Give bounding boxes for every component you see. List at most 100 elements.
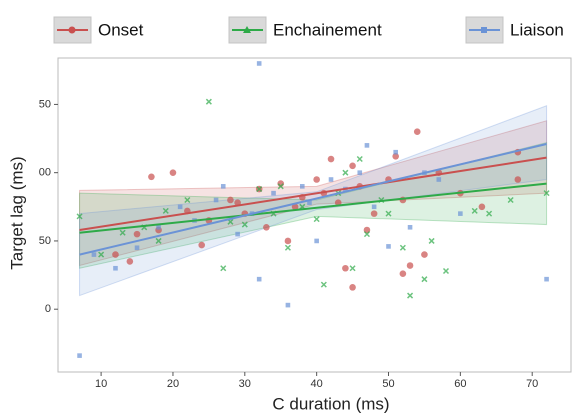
legend-label: Liaison [510, 20, 564, 39]
point [386, 244, 391, 249]
point [126, 258, 134, 265]
point [399, 270, 407, 278]
point [406, 262, 414, 269]
point [478, 203, 486, 211]
point [392, 152, 399, 160]
point [256, 61, 262, 66]
point [313, 176, 320, 183]
confidence-band [79, 105, 548, 297]
point [235, 231, 240, 237]
fit-line [79, 182, 547, 234]
x-tick-label: 20 [167, 378, 179, 390]
point [155, 237, 162, 244]
point [442, 267, 450, 275]
fit-line [79, 143, 547, 256]
point [184, 196, 191, 204]
point [148, 173, 155, 181]
point [134, 245, 140, 251]
point [220, 184, 226, 189]
point [349, 284, 356, 291]
point [76, 213, 83, 220]
point [421, 251, 428, 258]
point [356, 155, 363, 163]
legend-label: Onset [98, 20, 144, 39]
point [205, 98, 212, 105]
point [342, 264, 349, 272]
point [370, 210, 378, 217]
point [407, 224, 413, 230]
x-tick-label: 60 [454, 378, 466, 390]
point [156, 224, 161, 230]
point [413, 128, 421, 136]
point [256, 276, 262, 282]
legend-key-marker [481, 27, 487, 33]
point [77, 353, 82, 358]
point [357, 170, 363, 175]
point [177, 204, 183, 210]
fit-line [79, 156, 547, 232]
point [486, 210, 493, 217]
point [428, 237, 435, 244]
point [471, 207, 478, 214]
legend-key-marker [68, 26, 76, 34]
point [169, 169, 177, 176]
point [543, 190, 550, 197]
point [91, 252, 97, 257]
point [284, 237, 292, 245]
x-axis-title: C duration (ms) [272, 394, 389, 413]
point [328, 177, 334, 182]
point [327, 155, 335, 163]
point [198, 241, 205, 249]
point [399, 244, 406, 251]
x-tick-label: 40 [311, 378, 323, 390]
point [436, 177, 442, 182]
point [113, 265, 118, 271]
point [227, 196, 234, 204]
point [241, 221, 248, 228]
point [421, 276, 428, 283]
y-tick-label: 00 [39, 167, 51, 179]
x-tick-label: 50 [382, 378, 394, 390]
point [112, 251, 119, 258]
confidence-band [79, 142, 548, 269]
point [119, 229, 126, 236]
point [313, 216, 320, 223]
x-tick-label: 10 [95, 378, 107, 390]
point [514, 176, 522, 183]
point [133, 230, 141, 238]
y-axis-title: Target lag (ms) [7, 156, 26, 269]
point [507, 196, 514, 204]
point [544, 276, 549, 282]
y-tick-label: 0 [45, 303, 51, 315]
point [284, 244, 291, 251]
point [458, 211, 463, 216]
y-tick-label: 50 [39, 235, 51, 247]
point [407, 292, 414, 299]
legend-key-marker [243, 26, 251, 33]
x-tick-label: 70 [526, 378, 538, 390]
point [342, 169, 349, 176]
point [285, 302, 291, 308]
point [220, 265, 227, 272]
point [385, 210, 392, 217]
x-tick-label: 30 [239, 378, 251, 390]
point [263, 223, 270, 231]
point [291, 203, 299, 211]
point [299, 184, 305, 189]
point [320, 281, 327, 288]
point [213, 197, 219, 203]
point [349, 162, 356, 170]
point [256, 186, 263, 193]
point [307, 200, 312, 206]
y-tick-label: 50 [39, 98, 51, 110]
point [393, 149, 398, 155]
legend-label: Enchainement [273, 20, 382, 39]
point [349, 265, 356, 272]
point [162, 207, 169, 214]
plot-area [57, 57, 572, 373]
point [98, 251, 105, 258]
point [271, 190, 276, 196]
point [363, 231, 370, 238]
point [314, 238, 319, 244]
